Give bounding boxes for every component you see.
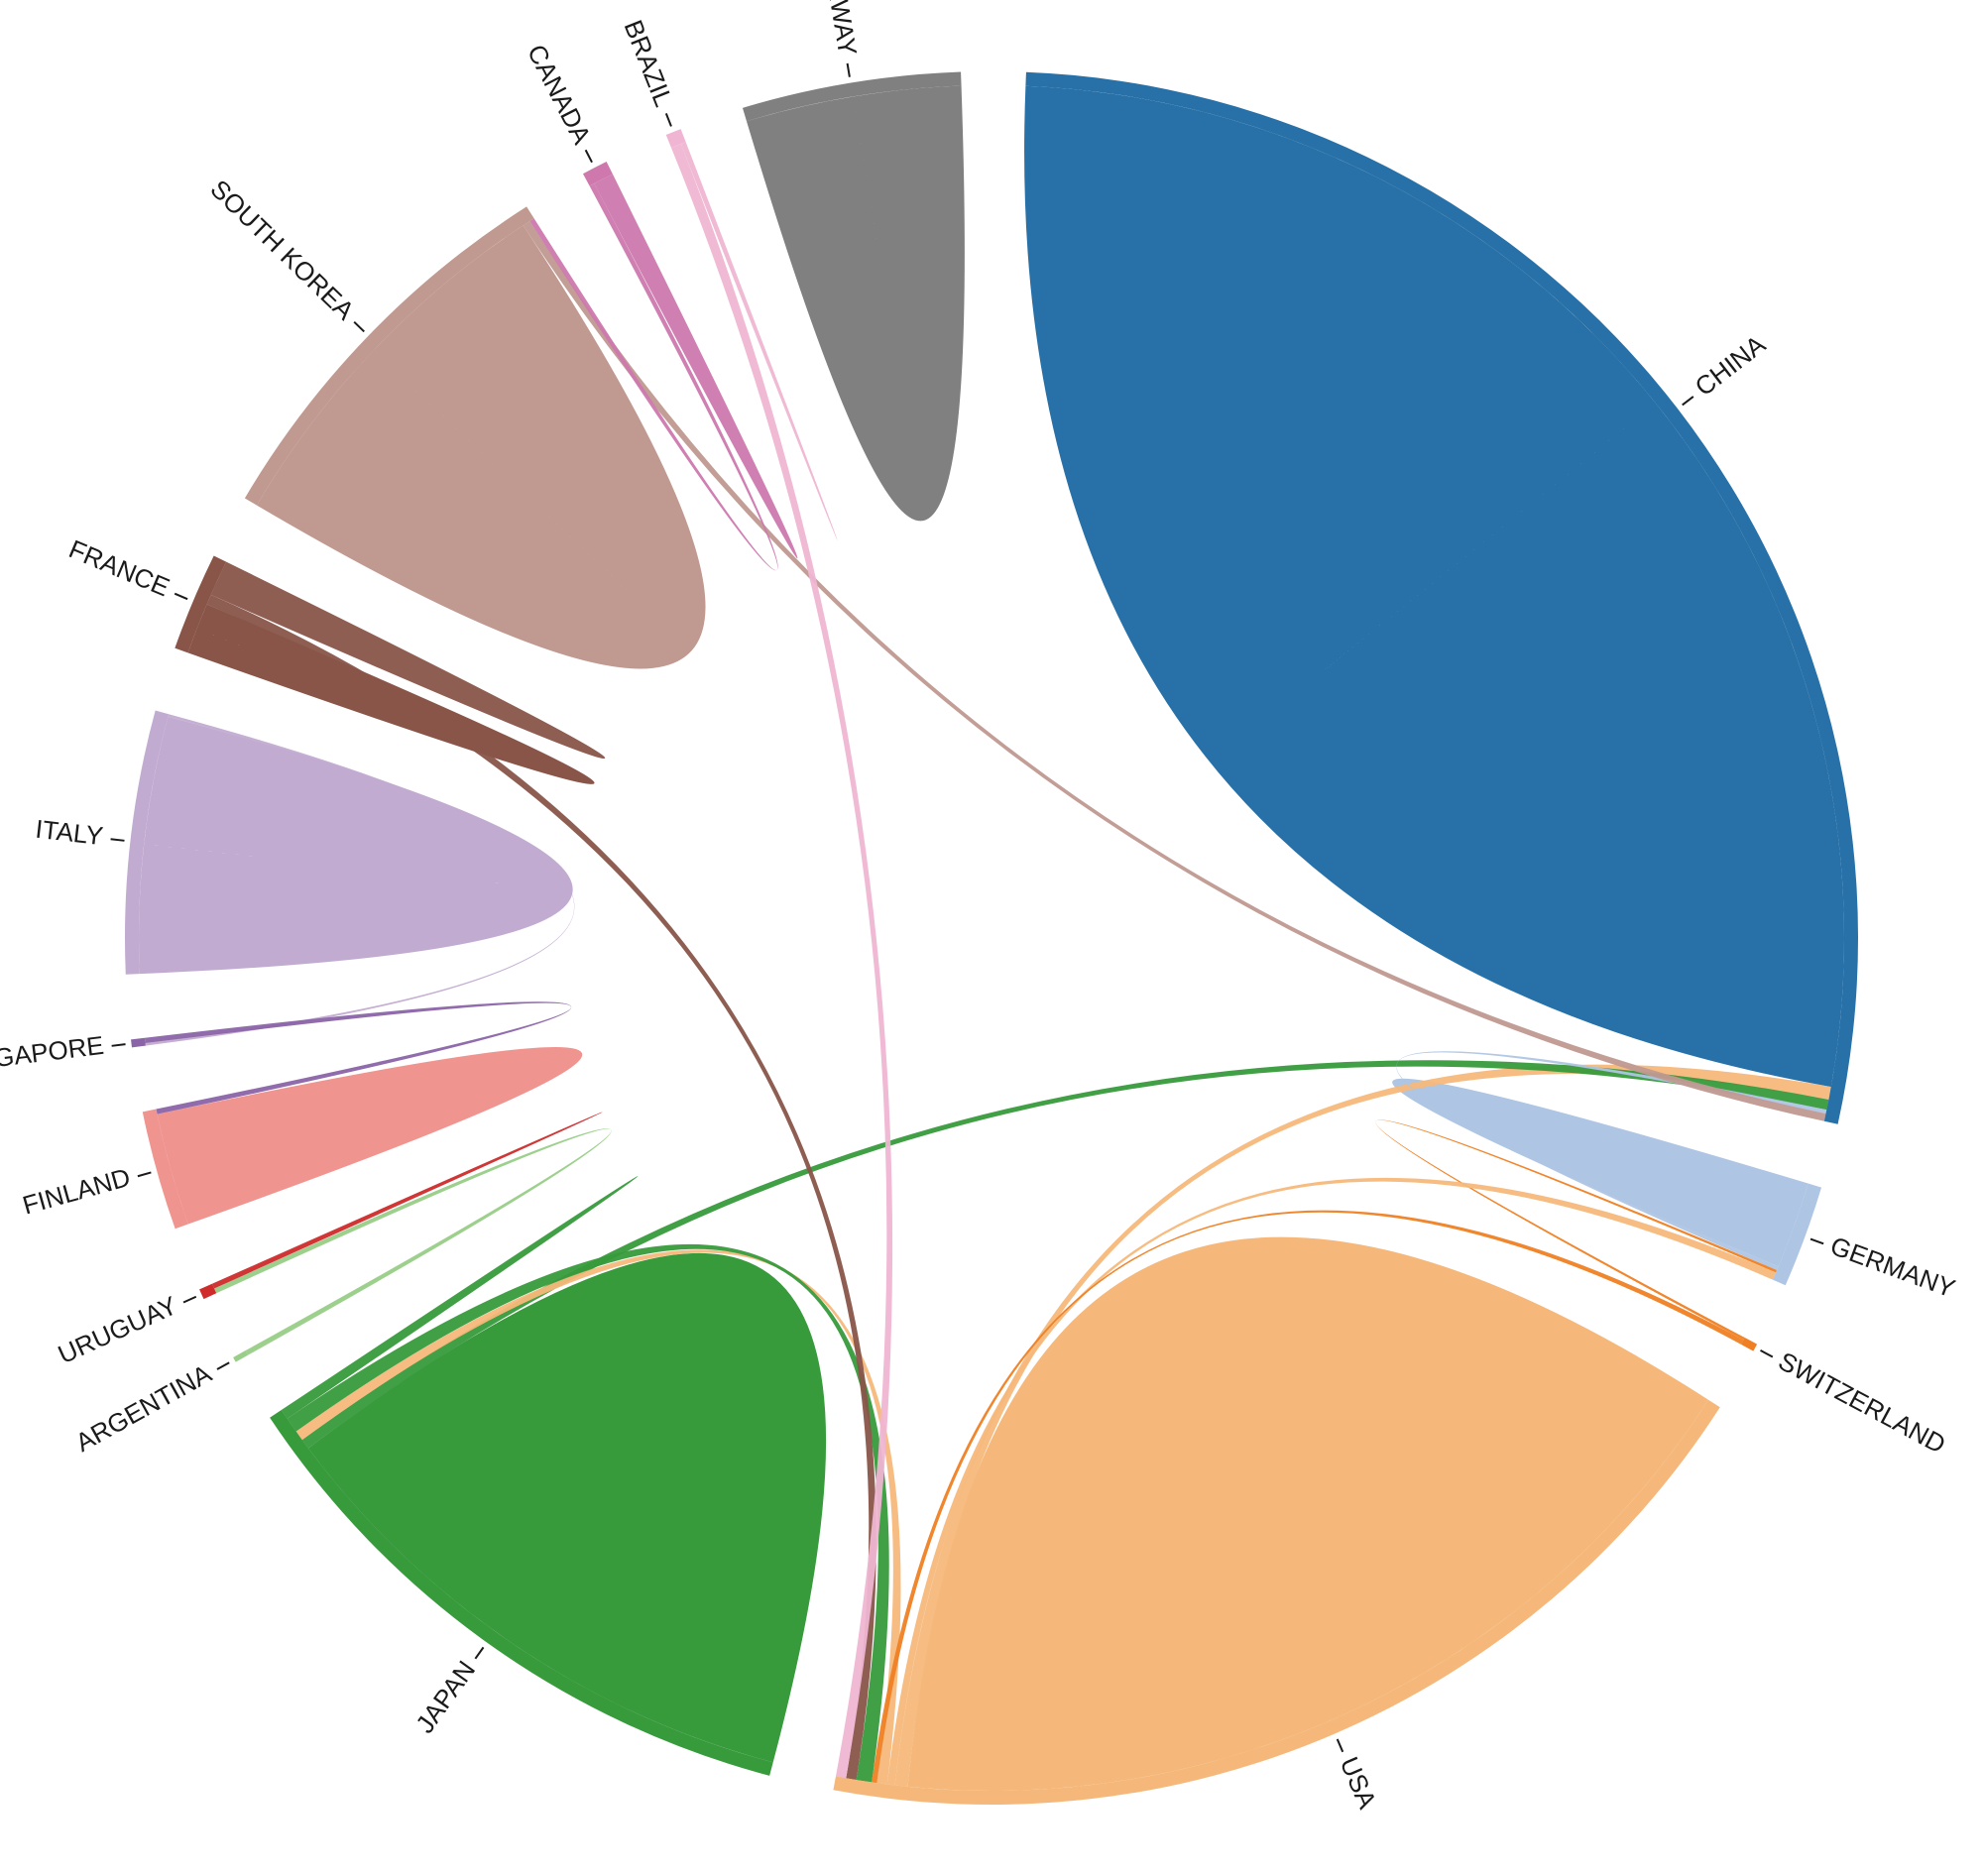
node-arc-italy [125, 710, 170, 975]
node-arc-finland [142, 1109, 188, 1230]
label-japan: JAPAN [409, 1655, 481, 1738]
ribbon-italy-self [138, 716, 573, 975]
node-arc-canada [582, 162, 613, 186]
ribbon-brazil-to-brazil [680, 142, 838, 541]
node-arc-uruguay [199, 1283, 217, 1300]
label-tick-china [1682, 396, 1694, 407]
label-argentina: ARGENTINA [70, 1358, 217, 1458]
label-china: CHINA [1690, 329, 1772, 403]
label-tick-switzerland [1760, 1349, 1774, 1358]
node-arc-singapore [131, 1037, 146, 1048]
label-france: FRANCE [64, 533, 174, 602]
ribbon-canada-to-canada [594, 174, 798, 559]
label-tick-brazil [664, 113, 672, 127]
ribbon-finland-self [157, 1046, 583, 1225]
node-arc-south-korea [244, 206, 534, 506]
label-tick-argentina [216, 1361, 230, 1370]
label-canada: CANADA [522, 40, 598, 150]
ribbon-germany-self [1392, 1078, 1809, 1267]
ribbon-japan-to-china [301, 1060, 1829, 1449]
ribbon-japan-to-japan [281, 1176, 639, 1419]
label-south-korea: SOUTH KOREA [204, 174, 360, 326]
label-tick-japan [474, 1646, 485, 1660]
label-singapore: SINGAPORE [0, 1030, 105, 1079]
ribbon-japan-self [307, 1252, 827, 1763]
label-tick-italy [110, 838, 125, 842]
label-tick-germany [1809, 1237, 1824, 1245]
label-finland: FINLAND [19, 1162, 133, 1221]
label-usa: USA [1335, 1752, 1383, 1814]
node-arc-usa [833, 1399, 1720, 1805]
label-brazil: BRAZIL [618, 16, 678, 111]
label-tick-norway [846, 62, 851, 77]
ribbon-singapore-to-finland [144, 1001, 572, 1114]
node-arcs [125, 71, 1858, 1805]
node-arc-brazil [665, 129, 686, 148]
label-tick-south-korea [353, 320, 365, 333]
ribbon-south-korea-self [256, 225, 706, 669]
node-arc-norway [742, 71, 962, 122]
ribbon-brazil-to-usa [671, 144, 893, 1779]
node-arc-germany [1772, 1183, 1822, 1286]
label-tick-france [174, 592, 188, 601]
label-tick-finland [137, 1171, 152, 1178]
node-arc-france [175, 555, 227, 653]
label-germany: GERMANY [1826, 1231, 1959, 1304]
label-tick-singapore [111, 1043, 126, 1047]
label-tick-usa [1336, 1738, 1344, 1753]
label-switzerland: SWITZERLAND [1774, 1346, 1950, 1460]
label-tick-uruguay [182, 1295, 197, 1304]
node-arc-switzerland [1741, 1338, 1758, 1351]
ribbons [138, 85, 1844, 1792]
label-uruguay: URUGUAY [54, 1290, 181, 1369]
ribbon-norway-self [746, 85, 965, 522]
label-tick-canada [584, 149, 593, 164]
label-norway: NORWAY [815, 0, 863, 58]
ribbon-uruguay-to-uruguay [211, 1112, 603, 1289]
ribbon-china-self [1024, 85, 1844, 1088]
node-arc-argentina [233, 1350, 248, 1362]
label-italy: ITALY [34, 814, 104, 851]
ribbon-usa-to-germany [886, 1177, 1777, 1786]
ribbon-usa-self [907, 1236, 1708, 1792]
ribbon-france-to-france [210, 561, 606, 760]
